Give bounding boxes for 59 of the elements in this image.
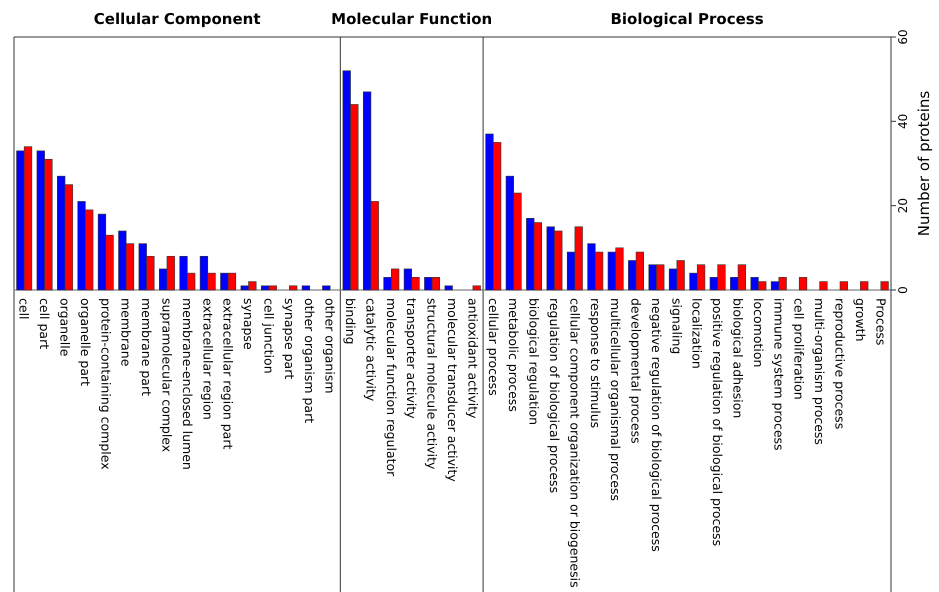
x-tick-label: other organism bbox=[322, 298, 338, 394]
x-tick-label: synapse part bbox=[282, 298, 297, 380]
y-tick-label: 0 bbox=[896, 286, 910, 294]
x-tick-label: organelle bbox=[57, 298, 72, 357]
bar bbox=[860, 281, 868, 290]
bar bbox=[819, 281, 828, 290]
chart-title: Cellular Component bbox=[94, 10, 261, 28]
bar bbox=[302, 285, 310, 290]
x-tick-label: extracellular region bbox=[200, 298, 216, 420]
bar bbox=[289, 285, 298, 290]
x-tick-label: Process bbox=[873, 298, 888, 346]
x-tick-label: positive regulation of biological process bbox=[710, 298, 726, 546]
x-tick-label: metabolic process bbox=[506, 298, 522, 412]
x-tick-label: signaling bbox=[669, 298, 684, 354]
chart-title: Biological Process bbox=[610, 10, 764, 28]
x-tick-label: biological adhesion bbox=[730, 298, 746, 418]
x-tick-label: cell proliferation bbox=[792, 298, 807, 400]
x-tick-label: organelle part bbox=[78, 298, 93, 386]
x-tick-label: multi-organism process bbox=[812, 298, 828, 445]
x-tick-label: reproductive process bbox=[832, 298, 848, 430]
x-tick-label: cellular process bbox=[486, 298, 501, 396]
x-tick-label: localization bbox=[690, 298, 705, 369]
x-tick-label: multicellular organismal process bbox=[608, 298, 624, 502]
x-tick-label: protein-containing complex bbox=[98, 298, 114, 470]
bar bbox=[840, 281, 848, 290]
y-axis-title: Number of proteins bbox=[915, 90, 933, 236]
x-tick-label: membrane-enclosed lumen bbox=[180, 298, 195, 470]
x-tick-label: other organism part bbox=[302, 298, 318, 424]
x-tick-label: response to stimulus bbox=[588, 298, 603, 428]
y-tick-label: 20 bbox=[896, 198, 910, 214]
y-tick-label: 40 bbox=[896, 114, 910, 129]
x-tick-label: regulation of biological process bbox=[546, 298, 562, 494]
x-tick-label: binding bbox=[343, 298, 358, 345]
bar bbox=[798, 277, 808, 290]
x-tick-label: synapse bbox=[241, 298, 256, 350]
x-tick-label: supramolecular complex bbox=[159, 298, 174, 452]
y-tick-label: 60 bbox=[896, 29, 910, 45]
x-tick-label: growth bbox=[852, 298, 868, 342]
x-tick-label: molecular function regulator bbox=[384, 298, 399, 478]
x-tick-label: cellular component organization or biogenesis bbox=[567, 298, 582, 588]
x-tick-label: developmental process bbox=[628, 298, 644, 444]
chart-title: Molecular Function bbox=[331, 10, 492, 28]
x-tick-label: negative regulation of biological process bbox=[648, 298, 664, 552]
x-tick-label: structural molecule activity bbox=[424, 298, 440, 470]
x-tick-label: antioxidant activity bbox=[465, 298, 480, 420]
x-tick-label: membrane bbox=[118, 298, 134, 367]
x-tick-label: membrane part bbox=[139, 298, 154, 396]
x-tick-label: catalytic activity bbox=[363, 298, 378, 402]
x-tick-label: immune system process bbox=[771, 298, 786, 451]
x-tick-label: extracellular region part bbox=[220, 298, 236, 450]
x-tick-label: biological regulation bbox=[526, 298, 542, 426]
bar bbox=[444, 285, 453, 290]
bar bbox=[322, 285, 330, 290]
x-tick-label: cell junction bbox=[261, 298, 276, 374]
x-tick-label: cell bbox=[16, 298, 32, 320]
x-tick-label: transporter activity bbox=[404, 298, 420, 420]
x-tick-label: locomotion bbox=[750, 298, 766, 368]
x-tick-label: cell part bbox=[37, 298, 52, 350]
x-tick-label: molecular transducer activity bbox=[445, 298, 460, 482]
